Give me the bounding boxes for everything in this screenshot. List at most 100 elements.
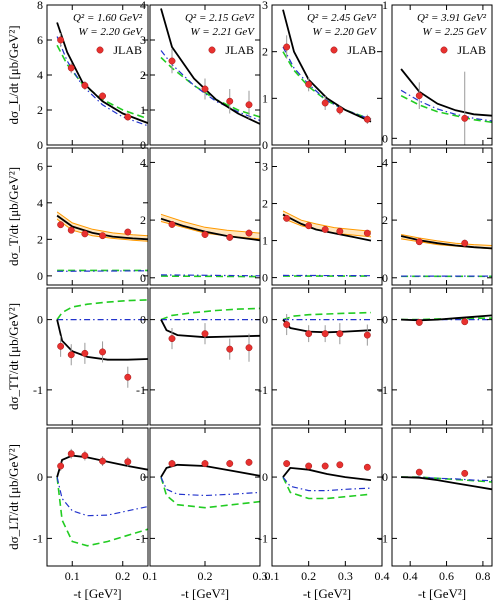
- solid-curve: [160, 319, 260, 339]
- y-tick-label: 6: [37, 159, 43, 173]
- x-axis-label: -t [GeV²]: [181, 586, 229, 601]
- panel-T-2: 0 2 4: [140, 147, 261, 286]
- data-point: [67, 450, 75, 458]
- panel-T-4: 0 2 4: [382, 147, 493, 286]
- y-tick-label: -1: [378, 531, 388, 545]
- y-tick-label: 0: [382, 131, 388, 145]
- y-tick-label: 6: [37, 33, 43, 47]
- panel-frame: [271, 287, 383, 426]
- dashed-curve: [56, 299, 148, 321]
- x-tick-label: 0.3: [253, 569, 268, 583]
- y-tick-label: 1: [140, 103, 146, 117]
- data-point: [201, 231, 209, 238]
- dashed-curve: [56, 477, 148, 547]
- y-tick-label: 3: [140, 33, 146, 47]
- data-point: [305, 80, 313, 88]
- x-tick-label: 0.1: [265, 569, 280, 583]
- x-tick-label: 0.6: [439, 569, 454, 583]
- data-point: [81, 349, 89, 357]
- data-point: [168, 460, 176, 468]
- data-point: [336, 330, 344, 338]
- panel-frame: [46, 427, 149, 567]
- panel-LT-4: -1 0 0.4 0.6 0.8: [378, 427, 493, 583]
- y-tick-label: -1: [136, 383, 146, 397]
- y-tick-label: 0: [262, 313, 268, 327]
- band-edge-high: [401, 234, 492, 246]
- y-tick-label: 1: [382, 0, 388, 12]
- y-tick-label: -1: [33, 383, 43, 397]
- y-tick-label: 4: [140, 0, 146, 12]
- panel-L-2: 0 1 2 3 4 Q² = 2.15 GeV² W = 2.21 GeV JLAB: [140, 0, 261, 152]
- data-point: [321, 330, 329, 338]
- plot-area: [160, 458, 260, 509]
- data-point: [201, 330, 209, 338]
- plot-area: [282, 311, 372, 346]
- plot-area: [56, 22, 148, 127]
- dashed-curve: [160, 275, 260, 278]
- y-axis-label: dσ_TT/dt [μb/GeV²]: [6, 303, 21, 410]
- x-tick-label: 0.2: [198, 569, 213, 583]
- data-point: [99, 348, 107, 356]
- dashdot-curve: [282, 46, 372, 120]
- y-tick-label: 2: [382, 213, 388, 227]
- dashed-curve: [160, 476, 260, 509]
- legend-label: JLAB: [113, 43, 142, 57]
- dashdot-curve: [282, 476, 372, 492]
- panel-T-3: 0 1 2 3: [262, 147, 383, 286]
- solid-curve: [282, 9, 372, 123]
- y-tick-label: 4: [140, 155, 146, 169]
- plot-area: [282, 9, 372, 124]
- legend-marker: [440, 46, 448, 54]
- plot-area: [160, 213, 260, 278]
- data-point: [226, 460, 234, 468]
- solid-curve: [400, 235, 492, 250]
- data-point: [81, 230, 89, 238]
- data-point: [321, 226, 329, 233]
- y-tick-label: 2: [37, 103, 43, 117]
- y-tick-label: 4: [37, 196, 43, 210]
- dashdot-curve: [56, 476, 148, 517]
- plot-area: [56, 448, 148, 547]
- panel-frame: [391, 427, 493, 567]
- data-point: [201, 460, 209, 468]
- y-tick-label: -1: [258, 383, 268, 397]
- panel-T-1: 0 2 4 6: [37, 147, 149, 286]
- data-point: [363, 115, 371, 123]
- model-band: [401, 234, 492, 249]
- data-point: [99, 232, 107, 240]
- plot-area: [400, 68, 492, 145]
- x-tick-label: 0.1: [143, 569, 158, 583]
- data-point: [168, 335, 176, 343]
- y-axis-label: dσ_LT/dt [μb/GeV²]: [6, 444, 21, 550]
- solid-curve: [282, 466, 372, 481]
- data-point: [415, 468, 423, 476]
- y-axis-label: dσ_T/dt [μb/GeV²]: [6, 167, 21, 266]
- data-point: [461, 114, 469, 122]
- data-point: [81, 82, 89, 89]
- y-tick-label: 0: [262, 271, 268, 285]
- y-axis-label: dσ_L/dt [μb/GeV²]: [6, 25, 21, 124]
- data-point: [67, 351, 75, 359]
- dashdot-curve: [160, 50, 260, 122]
- y-tick-label: 3: [262, 160, 268, 174]
- data-point: [415, 92, 423, 100]
- solid-curve: [56, 319, 148, 361]
- panel-frame: [46, 287, 149, 426]
- data-point: [124, 458, 132, 466]
- kinematics-q2: Q² = 2.45 GeV²: [307, 12, 377, 24]
- y-tick-label: 0: [37, 313, 43, 327]
- kinematics-q2: Q² = 1.60 GeV²: [73, 12, 143, 24]
- kinematics-q2: Q² = 2.15 GeV²: [185, 12, 255, 24]
- model-band: [161, 214, 260, 239]
- panel-frame: [149, 427, 261, 567]
- solid-curve: [160, 463, 260, 478]
- data-point: [305, 222, 313, 230]
- data-point: [461, 239, 469, 247]
- panel-LT-3: -1 0 0.1 0.2 0.3 0.4: [258, 427, 390, 583]
- plot-area: [56, 299, 148, 388]
- kinematics-w: W = 2.21 GeV: [190, 26, 255, 38]
- data-point: [99, 457, 107, 465]
- data-point: [57, 342, 65, 350]
- data-point: [124, 228, 132, 236]
